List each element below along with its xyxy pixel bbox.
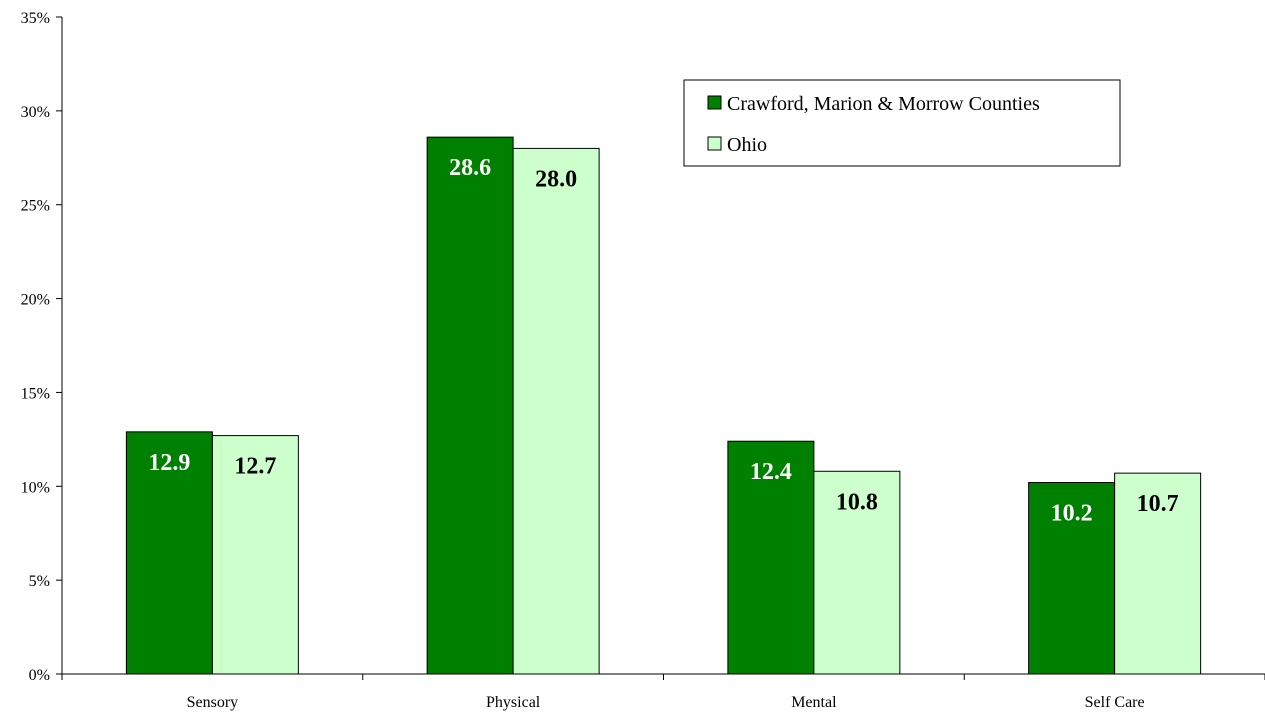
data-label: 10.8 — [836, 489, 878, 515]
data-label: 28.0 — [535, 166, 577, 192]
data-label: 12.9 — [148, 450, 190, 476]
data-label: 28.6 — [449, 155, 491, 181]
y-tick-label: 0% — [29, 667, 50, 684]
legend-label-1: Ohio — [727, 134, 767, 156]
plot-area: 0% 5% 10% 15% 20% 25% 30% 35% Sensory 12.9 12.7 Phy… — [21, 10, 1265, 711]
x-tick-label: Self Care — [1085, 694, 1145, 711]
bar — [512, 147, 600, 675]
bar — [125, 431, 213, 675]
data-label: 12.7 — [234, 454, 276, 480]
y-tick-label: 10% — [21, 479, 50, 496]
legend-swatch-0 — [707, 95, 722, 110]
legend-label-0: Crawford, Marion & Morrow Counties — [727, 93, 1040, 115]
bar — [426, 136, 514, 675]
bar — [211, 435, 299, 675]
y-tick-label: 35% — [21, 10, 50, 27]
y-tick-label: 5% — [29, 573, 50, 590]
y-tick-label: 25% — [21, 198, 50, 215]
bar — [1114, 472, 1202, 675]
data-label: 10.7 — [1137, 491, 1179, 517]
data-label: 10.2 — [1051, 501, 1093, 527]
x-tick-label: Sensory — [187, 694, 239, 711]
data-label: 12.4 — [750, 459, 792, 485]
legend: Crawford, Marion & Morrow Counties Ohio — [683, 79, 1121, 167]
bar — [1028, 482, 1116, 675]
y-tick-label: 15% — [21, 385, 50, 402]
y-tick-label: 30% — [21, 104, 50, 121]
x-tick-label: Physical — [486, 694, 541, 711]
bar — [813, 470, 901, 675]
legend-swatch-1 — [707, 136, 722, 151]
bar — [727, 440, 815, 675]
x-tick-label: Mental — [791, 694, 837, 711]
y-tick-label: 20% — [21, 292, 50, 309]
legend-box — [683, 79, 1121, 167]
